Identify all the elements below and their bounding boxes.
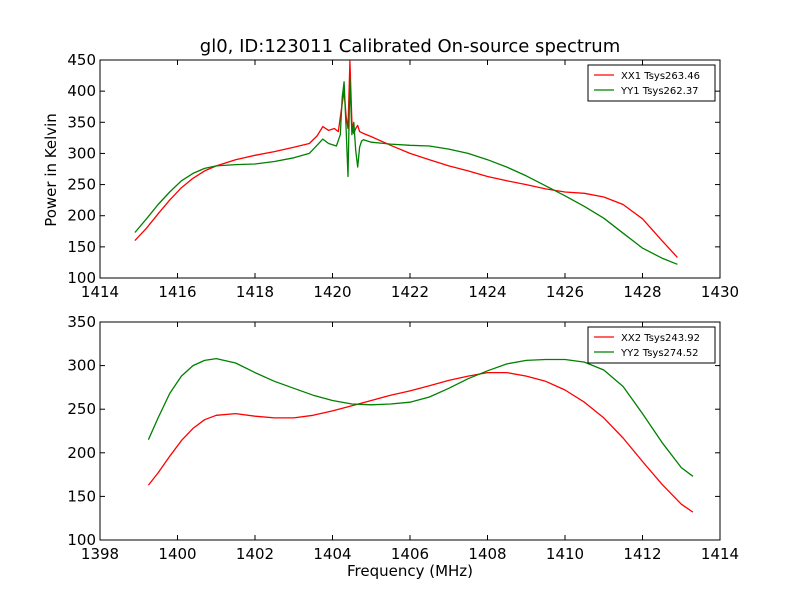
legend-label: XX2 Tsys243.92 xyxy=(621,333,700,344)
legend-label: YY2 Tsys274.52 xyxy=(620,348,699,359)
y-tick-label: 200 xyxy=(67,444,96,462)
legend: XX2 Tsys243.92 YY2 Tsys274.52 xyxy=(587,326,716,364)
x-axis-label: Frequency (MHz) xyxy=(347,562,473,580)
bottom-spectrum-panel: 1398 1400 1402 1404 1406 1408 1410 1412 1414 100 1… xyxy=(67,313,739,563)
y-tick-label: 100 xyxy=(67,531,96,549)
x-tick-label: 1412 xyxy=(623,545,661,563)
y-tick-label: 350 xyxy=(67,313,96,331)
chart-title: gl0, ID:123011 Calibrated On-source spec… xyxy=(200,36,620,57)
y-tick-label: 250 xyxy=(67,176,96,194)
y-tick-label: 200 xyxy=(67,207,96,225)
legend-box xyxy=(587,326,716,364)
y-tick-label: 150 xyxy=(67,238,96,256)
x-tick-label: 1414 xyxy=(81,283,119,301)
x-tick-label: 1418 xyxy=(236,283,274,301)
y-tick-label: 300 xyxy=(67,144,96,162)
x-tick-label: 1416 xyxy=(158,283,196,301)
x-tick-label: 1424 xyxy=(468,283,506,301)
x-tick-label: 1428 xyxy=(623,283,661,301)
series-line-1 xyxy=(147,371,694,513)
legend: XX1 Tsys263.46 YY1 Tsys262.37 xyxy=(587,64,716,102)
y-tick-label: 150 xyxy=(67,487,96,505)
y-tick-label: 250 xyxy=(67,400,96,418)
y-tick-label: 350 xyxy=(67,113,96,131)
x-tick-label: 1406 xyxy=(391,545,429,563)
legend-label: XX1 Tsys263.46 xyxy=(621,71,700,82)
top-spectrum-panel: 1414 1416 1418 1420 1422 1424 1426 1428 1430 100 1… xyxy=(67,51,739,301)
x-tick-label: 1398 xyxy=(81,545,119,563)
series-line-2 xyxy=(147,357,694,477)
x-tick-label: 1414 xyxy=(701,545,739,563)
x-tick-label: 1410 xyxy=(546,545,584,563)
x-tick-label: 1422 xyxy=(391,283,429,301)
x-tick-label: 1408 xyxy=(468,545,506,563)
x-tick-label: 1420 xyxy=(313,283,351,301)
legend-box xyxy=(587,64,716,102)
y-tick-label: 450 xyxy=(67,51,96,69)
x-tick-label: 1400 xyxy=(158,545,196,563)
legend-label: YY1 Tsys262.37 xyxy=(620,86,699,97)
x-tick-label: 1404 xyxy=(313,545,351,563)
series-line-2 xyxy=(134,78,678,265)
y-axis-label: Power in Kelvin xyxy=(42,113,60,227)
y-tick-label: 400 xyxy=(67,82,96,100)
y-tick-label: 300 xyxy=(67,357,96,375)
y-tick-label: 100 xyxy=(67,269,96,287)
x-tick-label: 1430 xyxy=(701,283,739,301)
x-tick-label: 1426 xyxy=(546,283,584,301)
x-tick-label: 1402 xyxy=(236,545,274,563)
